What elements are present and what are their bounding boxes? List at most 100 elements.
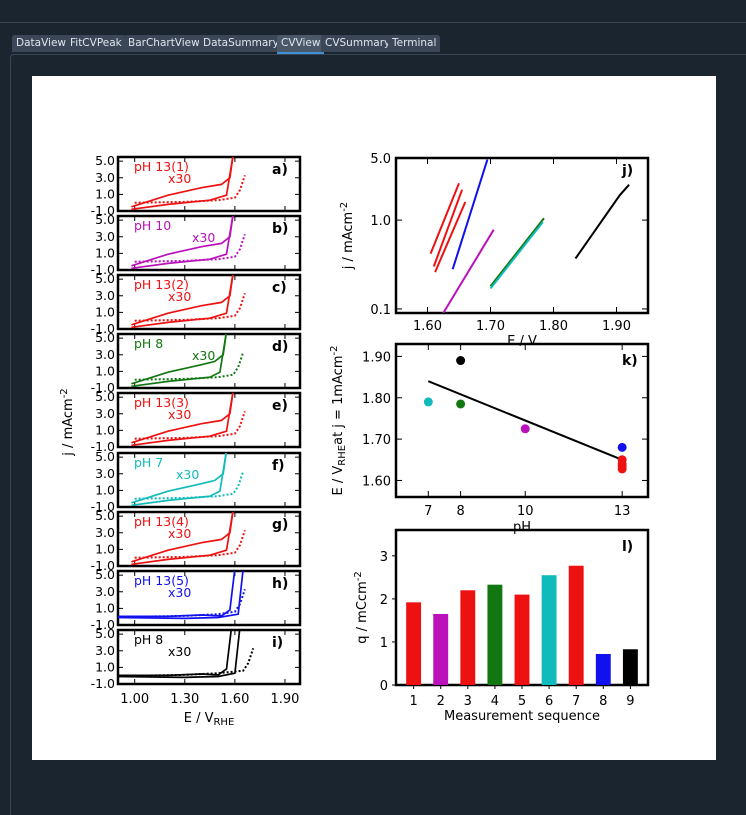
cv-panel-g: 5.0 3.01.0 -1.0 pH 13(4)x30 g) [91,508,302,573]
series-line-red [429,182,460,254]
tab-dataview[interactable]: DataView [12,35,70,52]
cv-curve-reverse [131,453,227,507]
cv-ytick-label: -1.0 [91,617,115,632]
cv-curve-x30 [134,647,255,677]
bar-9 [622,649,638,685]
cv-panel-note: x30 [168,526,191,541]
cv-curve-x30 [134,470,245,500]
cv-panel-frame [116,155,302,213]
bar-4 [487,584,503,685]
cv-curve-x30 [134,174,246,204]
cv-xtick-label: 1.60 [220,692,249,707]
cv-panel-frame [116,628,302,686]
panel-j-letter: j) [621,163,633,179]
cv-xtick-label: 1.30 [170,692,199,707]
panel-l-xtick-label: 3 [464,694,472,709]
cv-panel-label: pH 10 [134,218,171,233]
tab-datasummary[interactable]: DataSummary [199,35,283,52]
cv-panel-label: pH 13(1) [134,159,189,174]
chart-panel-j: 1.60 1.70 1.80 1.90 5.0 1.0 0.1 j) E / V j / mAcm… [339,152,650,349]
panel-j-ylabel-sup: -2 [339,202,350,212]
series-line-green [489,217,545,287]
cv-ytick-label: -1.0 [91,439,115,454]
chart-panel-l: 1 2 3 4 5 6 7 8 9 0 1 2 3 l) Measurement sequence q / m… [353,528,650,724]
tab-fitcvpeak[interactable]: FitCVPeak [66,35,126,52]
bar-5 [514,594,530,685]
cv-ytick-label: 3.0 [95,347,115,362]
cv-ytick-label: 5.0 [95,212,115,227]
cv-xtick-label: 1.00 [120,692,149,707]
cv-panel-frame [116,569,302,627]
panel-l-ytick-label: 1 [380,636,388,651]
cv-ytick-label: 1.0 [95,304,115,319]
cv-curve-reverse [131,275,234,329]
cv-panel-note: x30 [192,348,215,363]
cv-panel-note: x30 [168,171,191,186]
cv-panel-label: pH 8 [134,632,163,647]
panel-l-xtick-label: 8 [599,694,607,709]
panel-k-ytick-label: 1.90 [362,350,391,365]
bar-3 [460,590,476,685]
cv-panel-note: x30 [168,644,191,659]
cv-panel-h: 5.0 3.01.0 -1.0 pH 13(5)x30 h) [91,567,302,632]
panel-k-xtick-label: 10 [517,504,534,519]
cv-ytick-label: 3.0 [95,288,115,303]
cv-panel-letter: g) [272,517,288,533]
series-line-red [432,189,464,267]
tab-bar: DataView FitCVPeak BarChartView DataSummary… [0,0,746,56]
cv-curve-reverse [118,571,244,620]
panel-k-xtick-label: 13 [614,504,631,519]
cv-curves [131,512,246,566]
panel-l-xtick-label: 9 [626,694,634,709]
panel-j-xtick-label: 1.70 [476,319,505,334]
cv-panel-frame [116,214,302,272]
bar-2 [433,613,449,685]
series-line-black [574,184,630,260]
cv-ytick-label: 3.0 [95,466,115,481]
cv-ytick-label: 1.0 [95,422,115,437]
cv-curves [118,571,246,620]
cv-panel-letter: i) [272,635,283,651]
cv-panel-label: pH 13(3) [134,395,189,410]
tab-cvview[interactable]: CVView [277,35,325,54]
cv-panel-frame [116,391,302,449]
panel-l-xtick-label: 2 [437,694,445,709]
cv-panel-frame [116,510,302,568]
scatter-point-black [456,356,466,366]
panel-k-ylabel-sub: RHE [337,445,348,466]
cv-ytick-label: -1.0 [91,380,115,395]
cv-curve-x30 [134,410,246,440]
panel-k-ylabel-sup: -2 [329,346,340,356]
cv-ytick-label: 3.0 [95,170,115,185]
cv-ytick-label: 1.0 [95,186,115,201]
cv-ytick-label: 1.0 [95,482,115,497]
cv-ytick-label: -1.0 [91,499,115,514]
tab-cvsummary[interactable]: CVSummary [321,35,395,52]
panel-k-xtick-label: 8 [456,504,464,519]
panel-k-xlabel: pH [513,520,531,535]
cv-ytick-label: 5.0 [95,330,115,345]
figure-svg: 5.03.01.0-1.0pH 13(1)x30a)5.03.01.0-1.0p… [59,152,650,728]
tab-terminal[interactable]: Terminal [388,35,441,52]
cv-ytick-label: 5.0 [95,626,115,641]
scatter-point-blue [617,442,627,452]
cv-ytick-label: -1.0 [91,676,115,691]
cv-panel-label: pH 13(5) [134,573,189,588]
cv-panel-note: x30 [168,407,191,422]
cv-ytick-label: 3.0 [95,229,115,244]
cv-ytick-label: 3.0 [95,525,115,540]
content-panel [10,54,746,815]
scatter-point-red [617,464,627,474]
series-line-blue [451,159,489,270]
panel-k-ytick-label: 1.70 [362,433,391,448]
cv-panel-letter: c) [272,280,287,296]
cv-ytick-label: 5.0 [95,508,115,523]
panel-k-ytick-label: 1.80 [362,392,391,407]
cv-panel-letter: e) [272,398,288,414]
tab-barchartview[interactable]: BarChartView [124,35,204,52]
cv-curves [131,275,246,329]
cv-panel-i: 5.0 3.01.0 -1.0 pH 8 x30 i) [91,626,302,691]
panel-k-letter: k) [622,353,638,369]
cv-panel-c: 5.0 3.01.0 -1.0 pH 13(2)x30 c) [91,271,302,336]
cv-curve-reverse [131,334,227,388]
